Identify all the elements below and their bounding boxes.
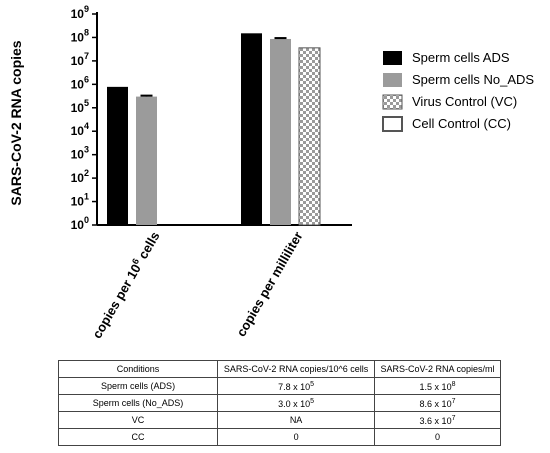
y-tick-label: 107 (71, 51, 89, 68)
bar (298, 47, 321, 226)
y-tick-base: 10 (71, 218, 85, 232)
y-tick-label: 104 (71, 121, 89, 138)
y-tick-exponent: 5 (84, 98, 89, 108)
y-tick-exponent: 0 (84, 215, 89, 225)
value-base: 3.0 x 10 (278, 398, 311, 409)
value-base: 8.6 x 10 (419, 398, 452, 409)
table-cell: 0 (217, 428, 376, 446)
y-tick-base: 10 (71, 54, 85, 68)
y-tick-exponent: 7 (84, 51, 89, 61)
y-tick-base: 10 (71, 77, 85, 91)
table-cell: 3.0 x 105 (217, 394, 376, 412)
table-cell: CC (57, 428, 219, 446)
value-exponent: 5 (310, 380, 315, 388)
y-tick-base: 10 (71, 171, 85, 185)
x-axis-categories: copies per 106 cells copies per millilite… (88, 229, 305, 341)
y-tick-base: 10 (71, 7, 85, 21)
x-category-label: copies per milliliter (233, 229, 305, 339)
table-header-cell: SARS-CoV-2 RNA copies/ml (374, 360, 501, 378)
y-tick-base: 10 (71, 30, 85, 44)
legend-swatch (382, 116, 403, 132)
bar-chart: SARS-CoV-2 RNA copies 100101102103104105… (8, 4, 534, 341)
value-exponent: 7 (451, 397, 456, 405)
x-category-text: copies per milliliter (233, 229, 305, 339)
value-exponent: 5 (310, 397, 315, 405)
x-category-label: copies per 106 cells (88, 229, 162, 341)
y-tick-label: 105 (71, 98, 89, 115)
table-cell: Sperm cells (No_ADS) (57, 394, 219, 412)
table-cell: 1.5 x 108 (374, 377, 501, 395)
y-tick-base: 10 (71, 195, 85, 209)
value-exponent: 7 (451, 414, 456, 422)
y-tick-base: 10 (71, 124, 85, 138)
y-tick-label: 101 (71, 192, 89, 209)
legend-swatch (382, 94, 403, 110)
table-cell: VC (57, 411, 219, 429)
value-base: 7.8 x 10 (278, 381, 311, 392)
table-cell: 8.6 x 107 (374, 394, 501, 412)
x-category-text: cells (133, 229, 162, 265)
table-cell: 7.8 x 105 (217, 377, 376, 395)
table-cell: 0 (374, 428, 501, 446)
y-tick-label: 100 (71, 215, 89, 232)
legend-swatch (383, 51, 402, 65)
table-cell: 3.6 x 107 (374, 411, 501, 429)
x-category-text: copies per 10 (89, 262, 144, 341)
y-tick-exponent: 3 (84, 145, 89, 155)
table-row: Sperm cells (No_ADS) 3.0 x 105 8.6 x 107 (57, 394, 501, 412)
y-tick-label: 109 (71, 4, 89, 21)
value-base: 1.5 x 10 (419, 381, 452, 392)
y-tick-exponent: 9 (84, 4, 89, 14)
legend-swatch (383, 73, 402, 87)
legend-label: Sperm cells No_ADS (412, 72, 534, 87)
y-tick-label: 106 (71, 74, 89, 91)
results-table: Conditions SARS-CoV-2 RNA copies/10^6 ce… (57, 360, 501, 446)
value-base: 3.6 x 10 (419, 415, 452, 426)
y-axis-label: SARS-CoV-2 RNA copies (8, 40, 24, 205)
value-exponent: 8 (451, 380, 456, 388)
bar (270, 38, 291, 226)
bar (241, 33, 262, 225)
y-tick-label: 103 (71, 145, 89, 162)
bar (136, 96, 157, 225)
table-cell: Sperm cells (ADS) (57, 377, 219, 395)
y-tick-exponent: 8 (84, 27, 89, 37)
y-tick-exponent: 1 (84, 192, 89, 202)
table-row: Sperm cells (ADS) 7.8 x 105 1.5 x 108 (57, 377, 501, 395)
y-tick-exponent: 6 (84, 74, 89, 84)
legend-label: Sperm cells ADS (412, 50, 510, 65)
y-tick-base: 10 (71, 148, 85, 162)
table-header-cell: SARS-CoV-2 RNA copies/10^6 cells (217, 360, 376, 378)
y-tick-exponent: 4 (84, 121, 89, 131)
legend: Sperm cells ADS Sperm cells No_ADS Virus C… (382, 50, 534, 132)
bars (107, 33, 321, 226)
table-header-row: Conditions SARS-CoV-2 RNA copies/10^6 ce… (57, 360, 501, 378)
y-tick-label: 108 (71, 27, 89, 44)
table-row: CC 0 0 (57, 428, 501, 446)
y-tick-exponent: 2 (84, 168, 89, 178)
table-cell: NA (217, 411, 376, 429)
y-tick-label: 102 (71, 168, 89, 185)
table-header-cell: Conditions (57, 360, 219, 378)
legend-label: Virus Control (VC) (412, 94, 517, 109)
y-tick-base: 10 (71, 101, 85, 115)
bar (107, 86, 128, 225)
table-body: Sperm cells (ADS) 7.8 x 105 1.5 x 108 Sperm… (57, 377, 501, 446)
legend-label: Cell Control (CC) (412, 116, 511, 131)
table-row: VC NA 3.6 x 107 (57, 411, 501, 429)
x-category-superscript: 6 (130, 257, 141, 266)
